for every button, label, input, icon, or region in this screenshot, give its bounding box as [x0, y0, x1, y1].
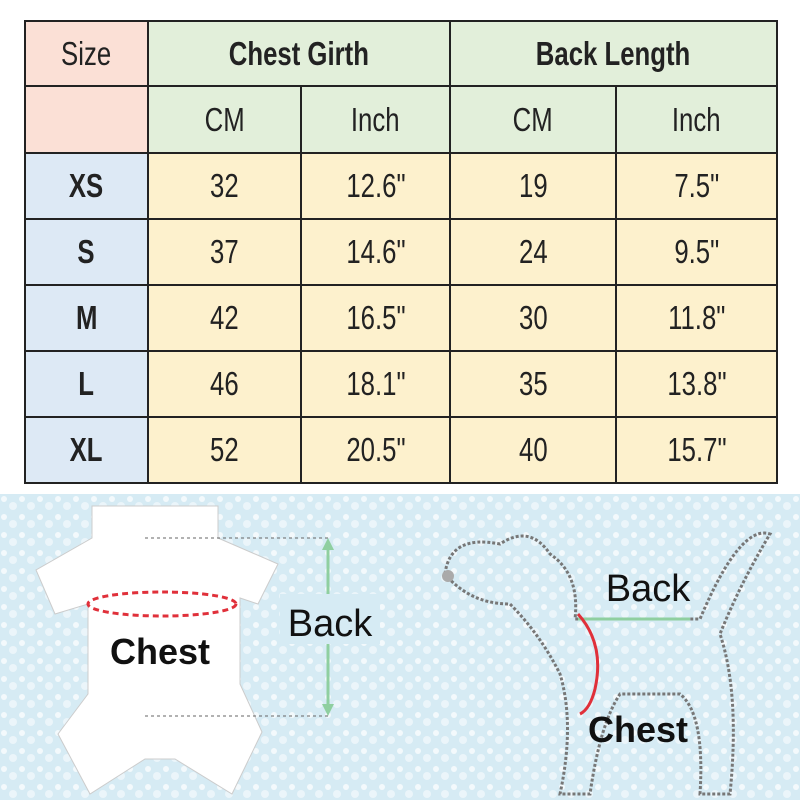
- unit-header: Inch: [615, 85, 778, 154]
- measurement-cell: 42: [146, 284, 303, 352]
- dog-chest-label: Chest: [588, 709, 688, 750]
- measurement-cell: 14.6": [300, 218, 451, 286]
- measurement-cell: 52: [146, 416, 303, 484]
- size-row: XS 32 12.6" 19 7.5": [24, 152, 778, 220]
- size-label: L: [24, 350, 149, 418]
- measurement-cell: 12.6": [300, 152, 451, 220]
- size-label: M: [24, 284, 149, 352]
- unit-header: CM: [146, 85, 303, 154]
- size-label: XL: [24, 416, 149, 484]
- measurement-cell: 7.5": [615, 152, 778, 220]
- dog-illustration: [442, 531, 773, 796]
- measurement-cell: 46: [146, 350, 303, 418]
- measurement-cell: 37: [146, 218, 303, 286]
- measurement-cell: 32: [146, 152, 303, 220]
- dog-back-label: Back: [606, 568, 691, 610]
- measurement-cell: 35: [448, 350, 618, 418]
- size-label: S: [24, 218, 149, 286]
- size-row: S 37 14.6" 24 9.5": [24, 218, 778, 286]
- measurement-cell: 18.1": [300, 350, 451, 418]
- size-header: Size: [24, 20, 149, 87]
- garment-illustration: Back Chest: [35, 505, 380, 795]
- measurement-cell: 15.7": [615, 416, 778, 484]
- unit-header: CM: [448, 85, 618, 154]
- size-chart-table: Size Chest Girth Back Length CM Inch CM …: [24, 20, 779, 484]
- chest-line: [86, 590, 238, 618]
- measurement-cell: 40: [448, 416, 618, 484]
- garment-back-label: Back: [288, 603, 373, 645]
- measurement-cell: 11.8": [615, 284, 778, 352]
- measurement-diagram: Back Chest Back Chest: [0, 494, 800, 800]
- size-header-blank: [24, 85, 149, 154]
- back-length-header: Back Length: [448, 20, 779, 87]
- measurement-cell: 9.5": [615, 218, 778, 286]
- measurement-cell: 16.5": [300, 284, 451, 352]
- measurement-cell: 20.5": [300, 416, 451, 484]
- size-row: XL 52 20.5" 40 15.7": [24, 416, 778, 484]
- garment-chest-label: Chest: [110, 631, 210, 672]
- unit-header: Inch: [300, 85, 451, 154]
- size-row: L 46 18.1" 35 13.8": [24, 350, 778, 418]
- chest-girth-header: Chest Girth: [146, 20, 451, 87]
- size-label: XS: [24, 152, 149, 220]
- dog-chest-line: [576, 612, 600, 716]
- measurement-cell: 24: [448, 218, 618, 286]
- measurement-cell: 19: [448, 152, 618, 220]
- size-row: M 42 16.5" 30 11.8": [24, 284, 778, 352]
- measurement-cell: 13.8": [615, 350, 778, 418]
- measurement-cell: 30: [448, 284, 618, 352]
